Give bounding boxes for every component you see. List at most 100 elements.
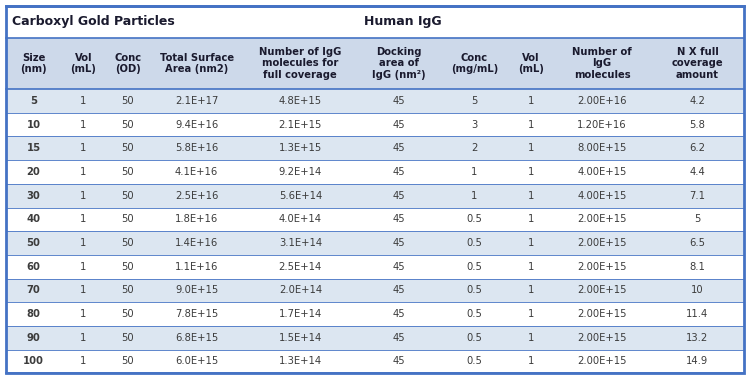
Text: 1: 1 [528, 143, 534, 153]
Text: 1: 1 [471, 167, 478, 177]
Bar [651, 89, 744, 113]
Bar [440, 184, 509, 208]
Bar [243, 184, 358, 208]
Text: 2.1E+15: 2.1E+15 [279, 120, 322, 130]
Bar [440, 326, 509, 349]
Bar [358, 326, 440, 349]
Bar [6, 208, 61, 231]
Bar [150, 136, 243, 160]
Bar [106, 184, 150, 208]
Bar [651, 231, 744, 255]
Bar [243, 326, 358, 349]
Bar [554, 279, 651, 302]
Bar [509, 136, 554, 160]
Text: 2.00E+15: 2.00E+15 [578, 333, 627, 343]
Bar [150, 302, 243, 326]
Bar [106, 89, 150, 113]
Bar [150, 113, 243, 136]
Bar [6, 184, 61, 208]
Text: 1: 1 [528, 238, 534, 248]
Text: 50: 50 [122, 238, 134, 248]
Text: 2: 2 [471, 143, 478, 153]
Text: 1: 1 [528, 357, 534, 366]
Text: Conc
(mg/mL): Conc (mg/mL) [451, 53, 498, 74]
Text: 1.1E+16: 1.1E+16 [175, 262, 218, 272]
Bar [61, 38, 106, 89]
Bar [150, 231, 243, 255]
Text: 0.5: 0.5 [466, 215, 482, 224]
Text: 1: 1 [528, 120, 534, 130]
Text: 1: 1 [471, 191, 478, 200]
Bar [358, 255, 440, 279]
Text: 1.5E+14: 1.5E+14 [279, 333, 322, 343]
Text: 50: 50 [122, 333, 134, 343]
Text: Total Surface
Area (nm2): Total Surface Area (nm2) [160, 53, 234, 74]
Text: 7.8E+15: 7.8E+15 [175, 309, 218, 319]
Bar [358, 302, 440, 326]
Bar [150, 89, 243, 113]
Text: 2.00E+15: 2.00E+15 [578, 215, 627, 224]
Text: 2.5E+14: 2.5E+14 [279, 262, 322, 272]
Bar [358, 279, 440, 302]
Text: 2.00E+15: 2.00E+15 [578, 262, 627, 272]
Text: 90: 90 [27, 333, 40, 343]
Bar [509, 160, 554, 184]
Text: 10: 10 [691, 285, 703, 295]
Text: 50: 50 [122, 285, 134, 295]
Text: 1: 1 [528, 191, 534, 200]
Bar [6, 6, 744, 38]
Bar [243, 231, 358, 255]
Bar [243, 255, 358, 279]
Text: 10: 10 [26, 120, 40, 130]
Text: 11.4: 11.4 [686, 309, 709, 319]
Text: 50: 50 [122, 262, 134, 272]
Text: 1: 1 [80, 96, 86, 106]
Bar [61, 349, 106, 373]
Bar [509, 184, 554, 208]
Bar [440, 208, 509, 231]
Text: 4.00E+15: 4.00E+15 [578, 167, 627, 177]
Text: 1.7E+14: 1.7E+14 [279, 309, 322, 319]
Text: 1.3E+15: 1.3E+15 [279, 143, 322, 153]
Text: 40: 40 [26, 215, 40, 224]
Bar [440, 231, 509, 255]
Bar [6, 302, 61, 326]
Bar [150, 279, 243, 302]
Text: 60: 60 [26, 262, 40, 272]
Text: 45: 45 [392, 285, 405, 295]
Bar [440, 38, 509, 89]
Bar [651, 349, 744, 373]
Text: 50: 50 [122, 120, 134, 130]
Bar [6, 89, 61, 113]
Bar [61, 89, 106, 113]
Bar [440, 302, 509, 326]
Bar [6, 279, 61, 302]
Text: 1: 1 [80, 357, 86, 366]
Bar [554, 208, 651, 231]
Bar [440, 113, 509, 136]
Text: 45: 45 [392, 309, 405, 319]
Bar [61, 184, 106, 208]
Text: 0.5: 0.5 [466, 309, 482, 319]
Bar [6, 326, 61, 349]
Text: 2.00E+15: 2.00E+15 [578, 285, 627, 295]
Text: 45: 45 [392, 262, 405, 272]
Text: 14.9: 14.9 [686, 357, 709, 366]
Bar [61, 279, 106, 302]
Bar [243, 302, 358, 326]
Bar [150, 326, 243, 349]
Bar [243, 208, 358, 231]
Bar [440, 136, 509, 160]
Text: 2.00E+15: 2.00E+15 [578, 238, 627, 248]
Text: 3.1E+14: 3.1E+14 [279, 238, 322, 248]
Text: 0.5: 0.5 [466, 238, 482, 248]
Bar [554, 184, 651, 208]
Bar [440, 279, 509, 302]
Text: 6.2: 6.2 [689, 143, 706, 153]
Bar [651, 113, 744, 136]
Text: 50: 50 [122, 215, 134, 224]
Text: 50: 50 [122, 167, 134, 177]
Bar [554, 255, 651, 279]
Text: 1: 1 [80, 309, 86, 319]
Bar [106, 279, 150, 302]
